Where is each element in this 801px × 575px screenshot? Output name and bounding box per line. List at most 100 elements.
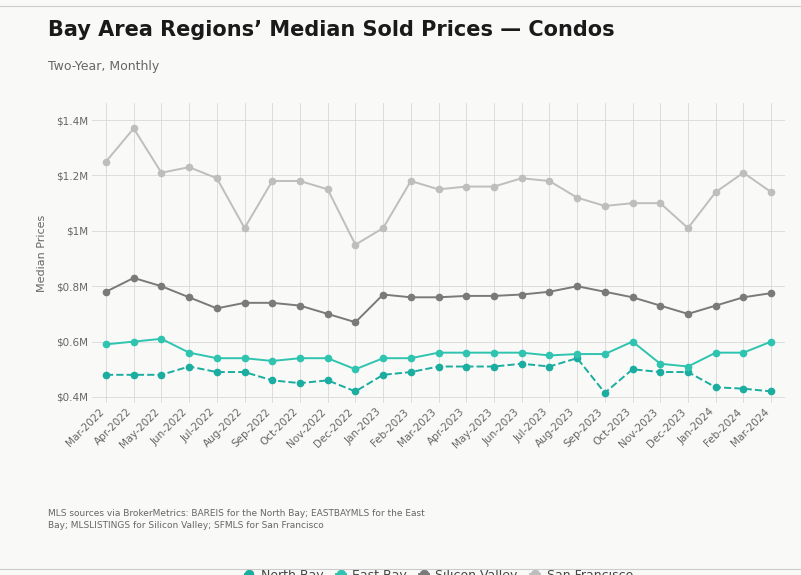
East Bay bbox=[489, 349, 499, 356]
San Francisco bbox=[683, 225, 693, 232]
East Bay bbox=[323, 355, 332, 362]
Silicon Valley bbox=[628, 294, 638, 301]
San Francisco bbox=[239, 225, 249, 232]
East Bay bbox=[239, 355, 249, 362]
San Francisco bbox=[212, 175, 222, 182]
North Bay bbox=[572, 355, 582, 362]
East Bay bbox=[683, 363, 693, 370]
East Bay bbox=[351, 366, 360, 373]
San Francisco bbox=[545, 178, 554, 185]
Silicon Valley bbox=[406, 294, 416, 301]
Line: San Francisco: San Francisco bbox=[103, 125, 775, 248]
East Bay bbox=[129, 338, 139, 345]
Silicon Valley bbox=[184, 294, 194, 301]
Silicon Valley bbox=[489, 293, 499, 300]
Line: East Bay: East Bay bbox=[103, 336, 775, 373]
East Bay bbox=[767, 338, 776, 345]
Legend: North Bay, East Bay, Silicon Valley, San Francisco: North Bay, East Bay, Silicon Valley, San… bbox=[239, 564, 638, 575]
Silicon Valley bbox=[711, 302, 721, 309]
North Bay bbox=[184, 363, 194, 370]
East Bay bbox=[406, 355, 416, 362]
Silicon Valley bbox=[351, 319, 360, 325]
San Francisco bbox=[489, 183, 499, 190]
San Francisco bbox=[655, 200, 665, 206]
East Bay bbox=[296, 355, 305, 362]
Silicon Valley bbox=[212, 305, 222, 312]
San Francisco bbox=[572, 194, 582, 201]
North Bay bbox=[323, 377, 332, 384]
North Bay bbox=[545, 363, 554, 370]
San Francisco bbox=[600, 202, 610, 209]
North Bay bbox=[711, 384, 721, 391]
Y-axis label: Median Prices: Median Prices bbox=[38, 214, 47, 292]
Silicon Valley bbox=[517, 291, 526, 298]
Silicon Valley bbox=[683, 310, 693, 317]
North Bay bbox=[461, 363, 471, 370]
North Bay bbox=[434, 363, 444, 370]
North Bay bbox=[739, 385, 748, 392]
Silicon Valley bbox=[572, 283, 582, 290]
San Francisco bbox=[739, 169, 748, 176]
North Bay bbox=[378, 371, 388, 378]
Line: Silicon Valley: Silicon Valley bbox=[103, 275, 775, 325]
Text: Bay Area Regions’ Median Sold Prices — Condos: Bay Area Regions’ Median Sold Prices — C… bbox=[48, 20, 614, 40]
North Bay bbox=[268, 377, 277, 384]
San Francisco bbox=[406, 178, 416, 185]
East Bay bbox=[268, 358, 277, 365]
East Bay bbox=[711, 349, 721, 356]
North Bay bbox=[129, 371, 139, 378]
San Francisco bbox=[268, 178, 277, 185]
San Francisco bbox=[767, 189, 776, 196]
North Bay bbox=[517, 361, 526, 367]
East Bay bbox=[517, 349, 526, 356]
Silicon Valley bbox=[101, 288, 111, 295]
East Bay bbox=[739, 349, 748, 356]
North Bay bbox=[101, 371, 111, 378]
North Bay bbox=[767, 388, 776, 395]
East Bay bbox=[434, 349, 444, 356]
North Bay bbox=[600, 389, 610, 396]
Silicon Valley bbox=[767, 290, 776, 297]
San Francisco bbox=[517, 175, 526, 182]
East Bay bbox=[461, 349, 471, 356]
East Bay bbox=[655, 361, 665, 367]
San Francisco bbox=[628, 200, 638, 206]
Text: MLS sources via BrokerMetrics: BAREIS for the North Bay; EASTBAYMLS for the East: MLS sources via BrokerMetrics: BAREIS fo… bbox=[48, 509, 425, 530]
Silicon Valley bbox=[434, 294, 444, 301]
San Francisco bbox=[184, 164, 194, 171]
North Bay bbox=[239, 369, 249, 375]
North Bay bbox=[212, 369, 222, 375]
North Bay bbox=[296, 380, 305, 386]
North Bay bbox=[628, 366, 638, 373]
San Francisco bbox=[434, 186, 444, 193]
Silicon Valley bbox=[239, 300, 249, 306]
Text: Two-Year, Monthly: Two-Year, Monthly bbox=[48, 60, 159, 74]
East Bay bbox=[600, 351, 610, 358]
San Francisco bbox=[378, 225, 388, 232]
Line: North Bay: North Bay bbox=[103, 355, 775, 396]
San Francisco bbox=[157, 169, 167, 176]
San Francisco bbox=[101, 158, 111, 165]
East Bay bbox=[157, 335, 167, 342]
San Francisco bbox=[129, 125, 139, 132]
East Bay bbox=[572, 351, 582, 358]
North Bay bbox=[157, 371, 167, 378]
East Bay bbox=[184, 349, 194, 356]
North Bay bbox=[351, 388, 360, 395]
Silicon Valley bbox=[268, 300, 277, 306]
San Francisco bbox=[711, 189, 721, 196]
East Bay bbox=[545, 352, 554, 359]
North Bay bbox=[683, 369, 693, 375]
Silicon Valley bbox=[296, 302, 305, 309]
East Bay bbox=[628, 338, 638, 345]
Silicon Valley bbox=[323, 310, 332, 317]
Silicon Valley bbox=[600, 288, 610, 295]
North Bay bbox=[655, 369, 665, 375]
East Bay bbox=[101, 341, 111, 348]
East Bay bbox=[378, 355, 388, 362]
Silicon Valley bbox=[129, 274, 139, 281]
Silicon Valley bbox=[461, 293, 471, 300]
Silicon Valley bbox=[545, 288, 554, 295]
North Bay bbox=[406, 369, 416, 375]
Silicon Valley bbox=[655, 302, 665, 309]
